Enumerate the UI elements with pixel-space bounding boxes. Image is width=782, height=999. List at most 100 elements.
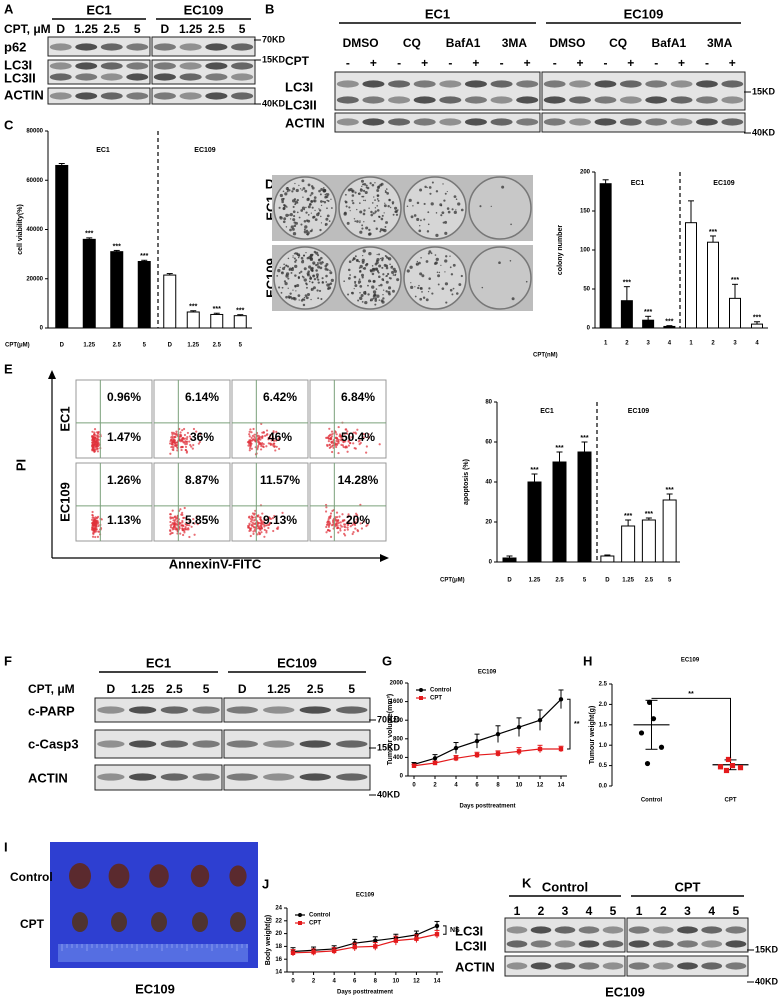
treatment-label: CPT — [285, 54, 310, 68]
event-dot — [331, 509, 334, 512]
colony-dot — [388, 286, 392, 290]
y-tick-label: 40000 — [26, 227, 43, 233]
event-dot — [192, 443, 195, 447]
band — [126, 73, 149, 81]
colony-dot — [306, 197, 310, 202]
colony-dot — [366, 186, 370, 190]
colony-dot — [361, 195, 364, 198]
colony-dot — [293, 198, 297, 201]
event-dot — [260, 527, 263, 530]
colony-dot — [359, 230, 363, 234]
colony-dot — [299, 188, 302, 190]
colony-dot — [511, 297, 515, 301]
event-dot — [344, 445, 348, 448]
colony-dot — [418, 229, 422, 233]
event-dot — [170, 436, 173, 439]
colony-dot — [349, 187, 353, 192]
colony-dot — [351, 194, 355, 197]
x-tick-label: 2 — [625, 341, 629, 347]
y-tick-label: 24 — [275, 906, 282, 912]
band — [299, 706, 331, 714]
axis-label: AnnexinV-FITC — [169, 556, 262, 571]
event-dot — [275, 527, 279, 530]
colony-dot — [394, 273, 397, 276]
quadrant-percent: 11.57% — [260, 473, 300, 487]
colony-dot — [325, 195, 329, 199]
lane-label: - — [448, 56, 452, 70]
colony-dot — [376, 205, 379, 207]
colony-dot — [330, 207, 333, 209]
colony-dot — [293, 297, 297, 301]
colony-dot — [354, 284, 358, 288]
group-label: EC109 — [713, 180, 735, 187]
event-dot — [249, 520, 253, 523]
event-dot — [250, 515, 253, 518]
colony-dot — [379, 283, 383, 287]
band — [336, 773, 368, 781]
bracket — [443, 925, 447, 935]
colony-dot — [444, 282, 449, 286]
colony-dot — [373, 219, 376, 223]
event-dot — [263, 535, 266, 538]
event-dot — [169, 516, 172, 519]
colony-dot — [445, 301, 448, 304]
band — [192, 706, 220, 714]
band — [153, 92, 176, 100]
legend-marker — [419, 696, 423, 700]
colony-dot — [278, 206, 281, 209]
colony-dot — [440, 264, 442, 266]
event-dot — [334, 431, 337, 434]
colony-dot — [294, 260, 297, 263]
event-dot — [335, 521, 338, 524]
event-dot — [325, 443, 329, 447]
significance: *** — [140, 253, 148, 260]
event-dot — [252, 530, 255, 533]
colony-dot — [384, 225, 387, 228]
colony-dot — [412, 205, 414, 207]
colony-dot — [376, 269, 380, 273]
band — [670, 80, 693, 88]
x-tick-label: 8 — [374, 979, 378, 985]
x-tick-label: D — [507, 578, 512, 584]
colony-dot — [288, 296, 291, 300]
event-dot — [248, 433, 251, 436]
group-label: CPT — [675, 879, 701, 894]
colony-dot — [440, 214, 443, 217]
band — [336, 706, 368, 714]
event-dot — [269, 442, 273, 445]
colony-dot — [295, 188, 299, 193]
colony-dot — [361, 224, 364, 227]
bar — [751, 323, 763, 329]
colony-dot — [362, 212, 366, 216]
y-axis-label: cell viability(%) — [17, 204, 24, 255]
bar — [55, 164, 69, 329]
band — [543, 96, 566, 104]
band — [153, 62, 176, 70]
point — [474, 738, 480, 744]
band — [336, 740, 368, 748]
event-dot — [186, 435, 189, 439]
colony-dot — [305, 211, 308, 214]
band — [192, 740, 220, 748]
event-dot — [273, 514, 276, 518]
band — [75, 43, 98, 51]
event-dot — [181, 511, 184, 514]
series-line — [413, 748, 561, 767]
marker-label: 40KD — [755, 976, 779, 986]
colony-dot — [312, 286, 316, 290]
row-label: ACTIN — [28, 770, 68, 785]
tumour — [230, 912, 246, 932]
plot-frame — [153, 379, 231, 459]
bar — [620, 300, 633, 329]
colony-dot — [378, 215, 381, 218]
colony-dot — [285, 274, 287, 276]
x-tick-label: D — [60, 343, 65, 349]
legend-label: CPT — [430, 696, 442, 702]
colony-dot — [311, 206, 314, 209]
colony-dot — [453, 210, 457, 214]
colony-dot — [360, 188, 362, 190]
colony-dot — [387, 257, 392, 261]
band — [263, 773, 295, 781]
band — [602, 926, 624, 934]
